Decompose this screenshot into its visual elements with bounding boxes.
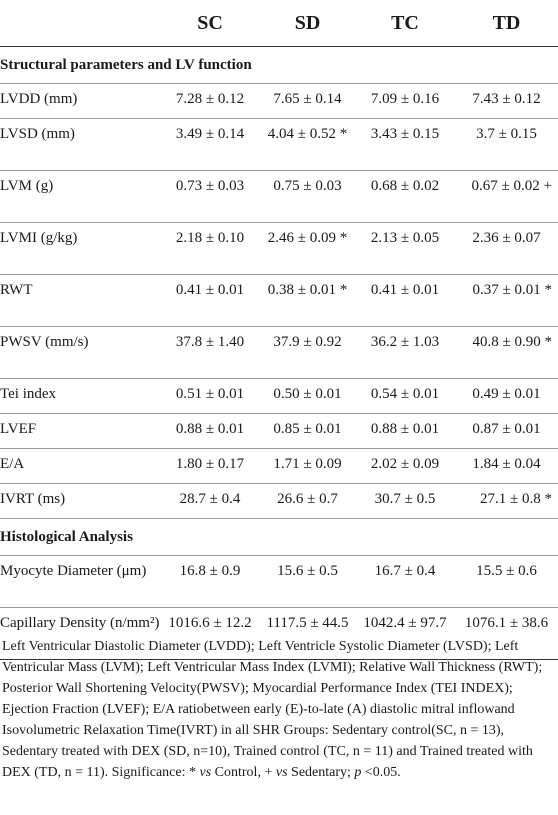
header-tc: TC — [355, 0, 455, 47]
cell-td: 1.84 ± 0.04 — [455, 448, 558, 484]
row-label: Myocyte Diameter (μm) — [0, 555, 160, 608]
row-label: Capillary Density (n/mm²) — [0, 607, 160, 660]
cell-tc: 30.7 ± 0.5 — [355, 483, 455, 519]
section-row-structural: Structural parameters and LV function — [0, 46, 558, 84]
table-row: PWSV (mm/s) 37.8 ± 1.40 37.9 ± 0.92 36.2… — [0, 326, 558, 379]
cell-sd: 1.71 ± 0.09 — [260, 448, 355, 484]
cell-sc: 37.8 ± 1.40 — [160, 326, 260, 379]
header-td: TD — [455, 0, 558, 47]
row-label: Tei index — [0, 378, 160, 414]
row-label: LVMI (g/kg) — [0, 222, 160, 275]
cell-sd: 7.65 ± 0.14 — [260, 83, 355, 119]
cell-tc: 36.2 ± 1.03 — [355, 326, 455, 379]
cell-sd: 37.9 ± 0.92 — [260, 326, 355, 379]
cell-sc: 28.7 ± 0.4 — [160, 483, 260, 519]
header-blank — [0, 0, 160, 47]
cell-td: 40.8 ± 0.90 * — [455, 326, 558, 379]
table-row: LVSD (mm) 3.49 ± 0.14 4.04 ± 0.52 * 3.43… — [0, 118, 558, 171]
cell-tc: 1042.4 ± 97.7 — [355, 607, 455, 660]
table-footnote: Left Ventricular Diastolic Diameter (LVD… — [0, 636, 556, 783]
row-label: RWT — [0, 274, 160, 327]
footnote-vs-2: vs — [275, 765, 288, 780]
table-row: RWT 0.41 ± 0.01 0.38 ± 0.01 * 0.41 ± 0.0… — [0, 274, 558, 327]
results-table: SC SD TC TD Structural parameters and LV… — [0, 0, 558, 660]
table-row: LVEF 0.88 ± 0.01 0.85 ± 0.01 0.88 ± 0.01… — [0, 413, 558, 449]
cell-td: 0.37 ± 0.01 * — [455, 274, 558, 327]
table-row: Tei index 0.51 ± 0.01 0.50 ± 0.01 0.54 ±… — [0, 378, 558, 414]
cell-tc: 0.68 ± 0.02 — [355, 170, 455, 223]
table-row: IVRT (ms) 28.7 ± 0.4 26.6 ± 0.7 30.7 ± 0… — [0, 483, 558, 519]
cell-sd: 0.85 ± 0.01 — [260, 413, 355, 449]
cell-sc: 0.41 ± 0.01 — [160, 274, 260, 327]
table-row: LVM (g) 0.73 ± 0.03 0.75 ± 0.03 0.68 ± 0… — [0, 170, 558, 223]
cell-td: 3.7 ± 0.15 — [455, 118, 558, 171]
cell-sd: 0.75 ± 0.03 — [260, 170, 355, 223]
cell-td: 15.5 ± 0.6 — [455, 555, 558, 608]
footnote-sedentary: Sedentary; — [287, 765, 355, 780]
cell-sd: 0.50 ± 0.01 — [260, 378, 355, 414]
cell-sc: 2.18 ± 0.10 — [160, 222, 260, 275]
row-label: LVSD (mm) — [0, 118, 160, 171]
header-sc: SC — [160, 0, 260, 47]
footnote-threshold: <0.05. — [361, 765, 401, 780]
cell-td: 0.87 ± 0.01 — [455, 413, 558, 449]
row-label: LVM (g) — [0, 170, 160, 223]
footnote-main: Left Ventricular Diastolic Diameter (LVD… — [2, 639, 543, 780]
cell-sd: 26.6 ± 0.7 — [260, 483, 355, 519]
row-label: LVDD (mm) — [0, 83, 160, 119]
cell-sc: 0.88 ± 0.01 — [160, 413, 260, 449]
cell-tc: 7.09 ± 0.16 — [355, 83, 455, 119]
cell-sc: 1.80 ± 0.17 — [160, 448, 260, 484]
cell-td: 2.36 ± 0.07 — [455, 222, 558, 275]
cell-sd: 2.46 ± 0.09 * — [260, 222, 355, 275]
cell-td: 1076.1 ± 38.6 — [455, 607, 558, 660]
header-row: SC SD TC TD — [0, 0, 558, 47]
cell-sc: 16.8 ± 0.9 — [160, 555, 260, 608]
table-row: Capillary Density (n/mm²) 1016.6 ± 12.2 … — [0, 607, 558, 660]
cell-tc: 3.43 ± 0.15 — [355, 118, 455, 171]
footnote-p: p — [354, 765, 362, 780]
footnote-control: Control, + — [211, 765, 276, 780]
cell-td: 7.43 ± 0.12 — [455, 83, 558, 119]
section-title-histo: Histological Analysis — [0, 518, 558, 556]
row-label: E/A — [0, 448, 160, 484]
row-label: PWSV (mm/s) — [0, 326, 160, 379]
row-label: LVEF — [0, 413, 160, 449]
table-row: Myocyte Diameter (μm) 16.8 ± 0.9 15.6 ± … — [0, 555, 558, 608]
cell-td: 27.1 ± 0.8 * — [455, 483, 558, 519]
cell-tc: 16.7 ± 0.4 — [355, 555, 455, 608]
table-row: LVMI (g/kg) 2.18 ± 0.10 2.46 ± 0.09 * 2.… — [0, 222, 558, 275]
section-title-structural: Structural parameters and LV function — [0, 46, 558, 84]
cell-tc: 2.13 ± 0.05 — [355, 222, 455, 275]
cell-sc: 3.49 ± 0.14 — [160, 118, 260, 171]
footnote-vs-1: vs — [199, 765, 212, 780]
cell-sc: 0.51 ± 0.01 — [160, 378, 260, 414]
cell-sd: 4.04 ± 0.52 * — [260, 118, 355, 171]
cell-sd: 1117.5 ± 44.5 — [260, 607, 355, 660]
cell-tc: 0.88 ± 0.01 — [355, 413, 455, 449]
row-label: IVRT (ms) — [0, 483, 160, 519]
cell-sd: 15.6 ± 0.5 — [260, 555, 355, 608]
cell-tc: 0.54 ± 0.01 — [355, 378, 455, 414]
cell-sc: 1016.6 ± 12.2 — [160, 607, 260, 660]
cell-td: 0.67 ± 0.02 + — [455, 170, 558, 223]
cell-tc: 2.02 ± 0.09 — [355, 448, 455, 484]
header-sd: SD — [260, 0, 355, 47]
cell-sc: 0.73 ± 0.03 — [160, 170, 260, 223]
cell-sc: 7.28 ± 0.12 — [160, 83, 260, 119]
cell-sd: 0.38 ± 0.01 * — [260, 274, 355, 327]
cell-tc: 0.41 ± 0.01 — [355, 274, 455, 327]
table-row: E/A 1.80 ± 0.17 1.71 ± 0.09 2.02 ± 0.09 … — [0, 448, 558, 484]
cell-td: 0.49 ± 0.01 — [455, 378, 558, 414]
section-row-histo: Histological Analysis — [0, 518, 558, 556]
table-row: LVDD (mm) 7.28 ± 0.12 7.65 ± 0.14 7.09 ±… — [0, 83, 558, 119]
